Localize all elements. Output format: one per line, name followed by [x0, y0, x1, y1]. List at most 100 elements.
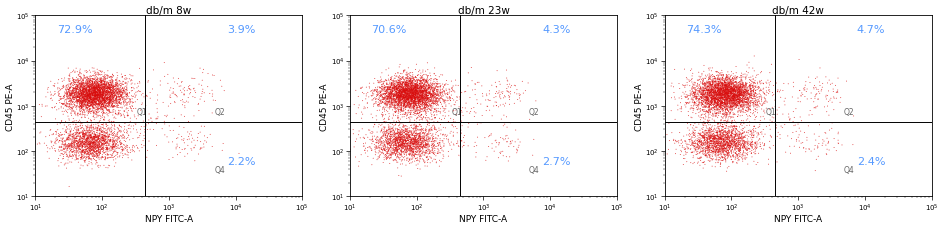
Point	[413, 83, 429, 87]
Point	[715, 71, 730, 75]
Point	[94, 95, 110, 99]
Point	[100, 148, 115, 152]
Point	[767, 99, 783, 103]
Point	[66, 154, 81, 158]
Point	[372, 156, 387, 159]
Point	[708, 142, 723, 146]
Point	[717, 127, 733, 131]
Point	[89, 147, 104, 151]
Point	[391, 81, 406, 85]
Point	[93, 164, 108, 168]
Point	[739, 74, 754, 77]
Point	[68, 145, 83, 149]
Point	[736, 136, 751, 140]
Point	[723, 92, 738, 96]
Point	[76, 81, 92, 85]
Point	[408, 144, 423, 147]
Point	[718, 77, 733, 81]
Point	[90, 127, 105, 130]
Point	[721, 85, 736, 88]
Point	[709, 144, 724, 148]
Point	[475, 92, 490, 96]
Point	[94, 101, 110, 105]
Point	[451, 145, 466, 149]
Point	[87, 90, 102, 93]
Point	[76, 132, 92, 136]
Point	[81, 153, 96, 156]
Point	[382, 96, 397, 100]
Point	[379, 83, 394, 87]
Point	[400, 127, 415, 131]
Point	[353, 136, 368, 140]
Point	[737, 136, 752, 139]
Point	[412, 94, 427, 98]
Point	[67, 91, 82, 95]
Point	[397, 113, 413, 117]
Point	[736, 86, 751, 90]
Point	[74, 101, 89, 105]
Point	[100, 98, 115, 102]
Point	[724, 96, 739, 99]
Point	[716, 98, 732, 102]
Point	[713, 98, 728, 102]
Point	[396, 139, 412, 143]
Point	[710, 99, 725, 102]
Point	[93, 89, 109, 93]
Point	[682, 132, 697, 136]
Point	[394, 105, 409, 109]
Point	[393, 100, 408, 104]
Point	[385, 151, 400, 155]
Point	[429, 98, 444, 102]
Point	[442, 96, 457, 100]
Point	[402, 98, 417, 101]
Point	[727, 97, 742, 101]
Point	[715, 102, 730, 106]
Point	[62, 90, 77, 93]
Point	[391, 100, 406, 103]
Point	[715, 84, 730, 87]
Point	[81, 85, 96, 89]
Point	[412, 132, 427, 136]
Point	[74, 153, 89, 157]
Point	[711, 141, 726, 144]
Point	[693, 116, 708, 120]
Point	[727, 124, 742, 128]
Point	[402, 154, 417, 157]
Point	[97, 119, 112, 122]
Point	[106, 156, 121, 159]
Point	[73, 93, 88, 96]
Point	[58, 143, 73, 146]
Point	[396, 152, 412, 156]
Point	[735, 90, 750, 94]
Point	[77, 142, 93, 145]
Point	[83, 147, 98, 151]
Point	[86, 79, 101, 82]
Point	[379, 148, 394, 152]
Point	[84, 110, 99, 114]
Point	[85, 80, 100, 84]
Point	[83, 98, 98, 101]
Point	[414, 131, 430, 135]
Point	[73, 95, 88, 99]
Point	[86, 114, 101, 117]
Point	[732, 93, 747, 97]
Point	[407, 102, 422, 106]
Point	[734, 131, 750, 135]
Point	[75, 87, 90, 90]
Point	[85, 104, 100, 108]
Point	[720, 95, 735, 98]
Point	[488, 101, 503, 104]
Point	[722, 131, 737, 134]
Point	[397, 138, 413, 142]
Point	[730, 86, 745, 90]
Point	[700, 138, 716, 142]
Point	[109, 88, 124, 91]
Point	[723, 111, 738, 115]
Point	[409, 145, 424, 149]
Point	[394, 83, 409, 87]
Point	[96, 99, 111, 103]
Point	[404, 101, 419, 105]
Point	[711, 98, 726, 102]
Point	[514, 80, 530, 84]
Point	[713, 91, 728, 95]
